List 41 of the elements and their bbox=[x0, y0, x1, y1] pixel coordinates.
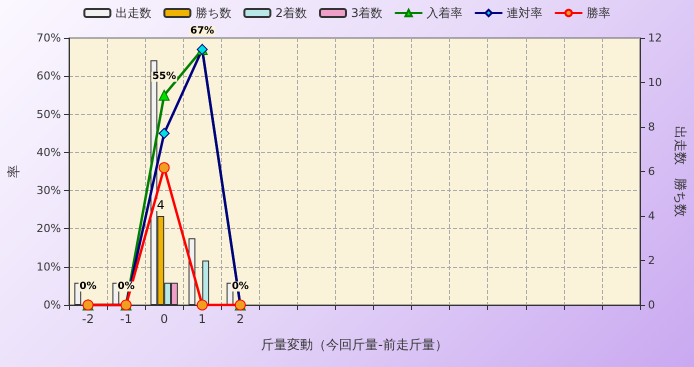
y-tick-label: 20% bbox=[36, 222, 61, 236]
data-label: 0% bbox=[80, 281, 97, 292]
y2-tick-label: 4 bbox=[648, 210, 655, 222]
y-tick-label: 60% bbox=[36, 70, 61, 83]
legend-label: 2着数 bbox=[275, 6, 308, 20]
x-tick-label: 0 bbox=[160, 312, 168, 326]
x-tick-label: -1 bbox=[120, 312, 132, 326]
legend-label: 勝率 bbox=[586, 6, 611, 20]
y-axis-title: 率 bbox=[6, 165, 22, 178]
data-label: 67% bbox=[190, 25, 214, 36]
legend-label: 連対率 bbox=[506, 6, 543, 20]
y-tick-label: 10% bbox=[36, 260, 61, 274]
data-label: 4 bbox=[156, 198, 165, 212]
y2-axis-title: 出走数 勝ち数 bbox=[672, 126, 687, 217]
legend-label: 入着率 bbox=[426, 6, 463, 20]
x-axis-title: 斤量変動（今回斤量-前走斤量） bbox=[261, 337, 448, 353]
legend-label: 3着数 bbox=[351, 6, 383, 20]
y-tick-label: 70% bbox=[36, 32, 61, 44]
x-tick-label: 2 bbox=[236, 312, 244, 326]
point bbox=[158, 128, 170, 139]
y2-tick-label: 0 bbox=[648, 298, 655, 312]
bar bbox=[202, 260, 210, 305]
data-label: 0% bbox=[232, 281, 249, 292]
data-label: 55% bbox=[152, 71, 176, 82]
y-tick-label: 30% bbox=[36, 184, 61, 198]
point bbox=[158, 162, 170, 174]
y2-tick-label: 6 bbox=[648, 165, 655, 178]
point bbox=[196, 300, 208, 310]
legend-label: 勝ち数 bbox=[195, 6, 232, 20]
y2-tick-label: 2 bbox=[648, 254, 655, 267]
point bbox=[158, 90, 170, 101]
x-tick-label: 1 bbox=[198, 312, 206, 326]
y-tick-label: 40% bbox=[36, 146, 61, 159]
y-tick-label: 50% bbox=[36, 108, 61, 121]
data-label: 0% bbox=[118, 281, 135, 292]
y2-tick-label: 12 bbox=[648, 32, 662, 44]
y-tick-label: 0% bbox=[44, 298, 61, 312]
x-tick-label: -2 bbox=[82, 312, 94, 326]
y2-tick-label: 8 bbox=[648, 120, 655, 134]
legend-label: 出走数 bbox=[115, 6, 152, 20]
y2-tick-label: 10 bbox=[648, 76, 662, 89]
